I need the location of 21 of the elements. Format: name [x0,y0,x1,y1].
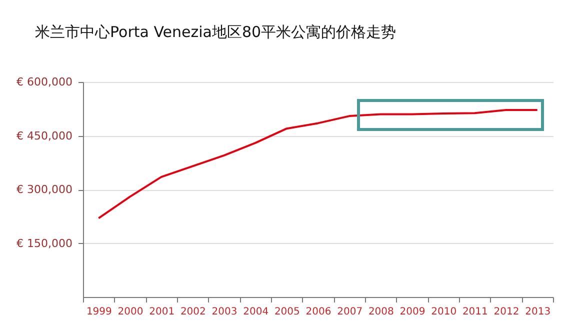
x-tick-label: 2007 [337,306,363,318]
x-tick-label: 2013 [525,306,551,318]
x-tick-label: 2008 [368,306,394,318]
x-tick-label: 2002 [180,306,206,318]
x-tick-label: 2011 [462,306,488,318]
x-tick-label: 2009 [400,306,426,318]
x-tick-label: 2012 [494,306,520,318]
line-series [98,108,538,220]
chart-title: 米兰市中心Porta Venezia地区80平米公寓的价格走势 [35,23,396,41]
y-tick-label: € 300,000 [16,183,72,196]
y-tick-label: € 600,000 [16,76,72,88]
x-tick-label: 2010 [431,306,457,318]
x-tick-label: 2006 [306,306,332,318]
x-tick-label: 2003 [212,306,238,318]
x-tick-label: 2000 [118,306,144,318]
y-tick-label: € 150,000 [16,236,72,250]
y-tick-label: € 450,000 [16,129,72,142]
x-tick-label: 2005 [274,306,300,318]
x-tick-label: 1999 [86,306,112,318]
x-tick-label: 2004 [243,306,269,318]
x-tick-label: 2001 [149,306,175,318]
